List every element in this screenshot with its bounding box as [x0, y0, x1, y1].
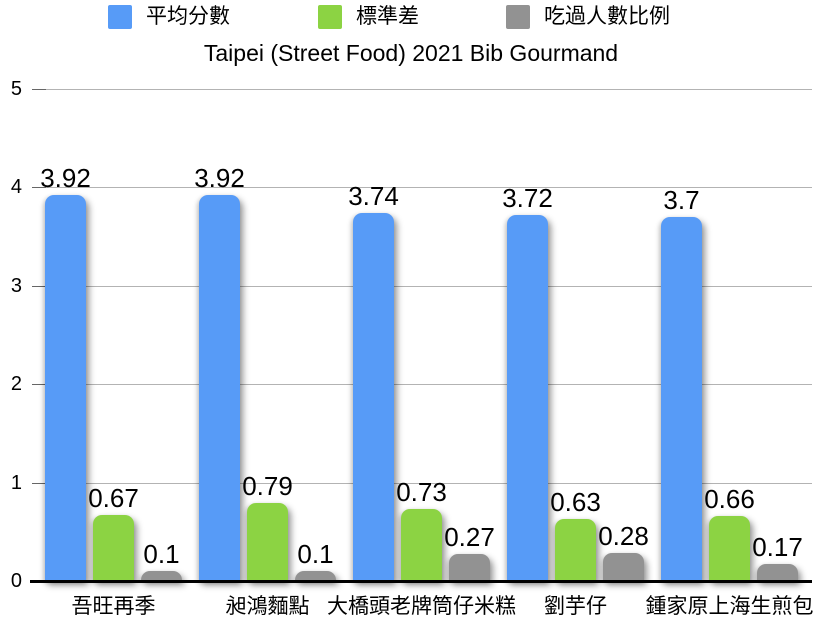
bar-value-label: 0.67: [88, 483, 139, 514]
bar-標準差: [709, 516, 750, 581]
x-category-label: 昶鴻麵點: [225, 595, 310, 618]
bar-value-label: 0.27: [444, 522, 495, 553]
bar-平均分數: [661, 216, 702, 581]
y-tick-label: 4: [10, 176, 22, 199]
y-tick-label: 0: [10, 570, 22, 592]
legend-swatch-icon: [108, 5, 132, 29]
bar-平均分數: [353, 212, 394, 581]
bar-value-label: 3.72: [502, 182, 553, 213]
y-tick-label: 3: [10, 274, 22, 297]
bar-吃過人數比例: [141, 571, 182, 581]
legend-item: 吃過人數比例: [506, 4, 670, 30]
x-category-label: 鍾家原上海生煎包: [645, 595, 814, 618]
bar-value-label: 0.17: [752, 532, 803, 563]
y-axis-tick: [32, 384, 46, 386]
bar-吃過人數比例: [603, 553, 644, 581]
gridline: [32, 187, 812, 189]
bar-value-label: 0.66: [704, 484, 755, 515]
legend-item: 平均分數: [108, 4, 230, 30]
bar-標準差: [247, 503, 288, 581]
y-tick-label: 1: [10, 471, 22, 494]
legend-label: 標準差: [356, 5, 419, 28]
bar-value-label: 0.1: [143, 539, 180, 570]
y-tick-label: 5: [10, 78, 22, 100]
bar-平均分數: [199, 195, 240, 581]
y-axis-tick: [32, 482, 46, 484]
bar-標準差: [555, 519, 596, 581]
legend-label: 吃過人數比例: [544, 5, 670, 28]
bar-吃過人數比例: [449, 554, 490, 581]
bar-value-label: 3.74: [348, 180, 399, 211]
gridline: [32, 384, 812, 386]
legend-swatch-icon: [506, 5, 530, 29]
legend-label: 平均分數: [146, 5, 230, 28]
gridline: [32, 89, 812, 90]
bar-吃過人數比例: [295, 571, 336, 581]
bar-標準差: [93, 515, 134, 581]
legend-swatch-icon: [318, 5, 342, 29]
bar-value-label: 3.7: [663, 184, 700, 215]
bar-value-label: 0.63: [550, 487, 601, 517]
x-category-label: 劉芋仔: [544, 595, 607, 618]
gridline: [32, 285, 812, 287]
bar-value-label: 0.28: [598, 521, 649, 552]
y-axis-tick: [32, 285, 46, 287]
chart-title: Taipei (Street Food) 2021 Bib Gourmand: [203, 40, 619, 66]
bar-吃過人數比例: [757, 564, 798, 581]
x-category-label: 大橋頭老牌筒仔米糕: [327, 595, 516, 618]
gridline: [32, 482, 812, 484]
bar-value-label: 0.79: [242, 471, 293, 502]
bar-value-label: 0.73: [396, 477, 447, 508]
bar-標準差: [401, 509, 442, 581]
x-axis-line: [30, 580, 812, 583]
legend-item: 標準差: [318, 4, 419, 30]
x-category-label: 吾旺再季: [71, 595, 156, 618]
bar-平均分數: [45, 195, 86, 581]
y-axis-tick: [32, 89, 46, 90]
bar-value-label: 0.1: [297, 539, 334, 570]
y-tick-label: 2: [10, 373, 22, 396]
bar-value-label: 3.92: [194, 163, 245, 194]
bar-平均分數: [507, 214, 548, 581]
bar-value-label: 3.92: [40, 163, 91, 194]
y-axis-tick: [32, 187, 46, 189]
